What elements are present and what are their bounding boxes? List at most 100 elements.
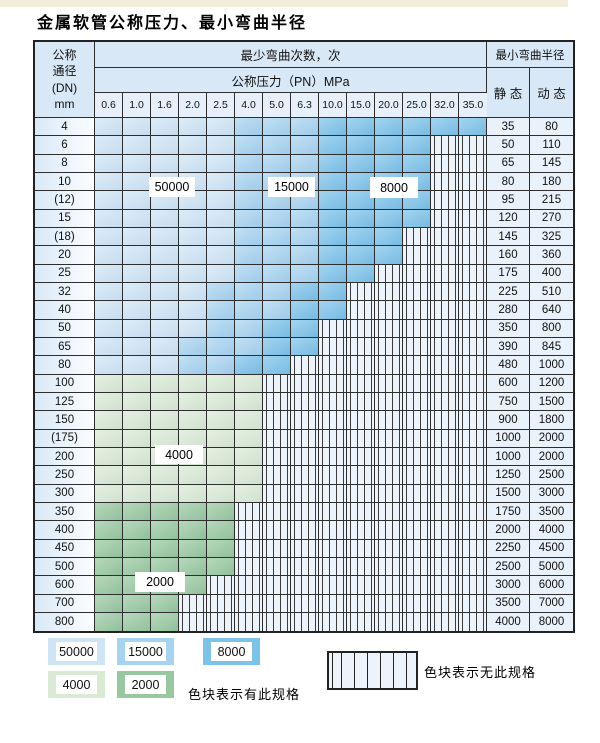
no-spec-cell (431, 557, 459, 577)
static-value: 2500 (487, 557, 530, 577)
no-spec-cell (459, 282, 487, 302)
no-spec-cell (235, 557, 263, 577)
spec-cell-50000 (207, 209, 235, 228)
no-spec-swatch (327, 651, 418, 690)
no-spec-cell (403, 429, 431, 448)
spec-cell-4000 (207, 411, 235, 430)
no-spec-cell (207, 576, 235, 595)
spec-cell-4000 (235, 411, 263, 430)
no-spec-cell (403, 484, 431, 503)
no-spec-cell (459, 337, 487, 357)
no-spec-cell (459, 227, 487, 247)
no-spec-cell (319, 484, 347, 503)
spec-cell-8000 (319, 172, 347, 192)
spec-cell-8000 (319, 282, 347, 302)
spec-cell-2000 (123, 521, 151, 540)
spec-cell-50000 (207, 227, 235, 247)
no-spec-cell (375, 521, 403, 540)
dynamic-value: 110 (530, 136, 573, 155)
no-spec-cell (431, 191, 459, 210)
spec-cell-50000 (151, 246, 179, 265)
no-spec-cell (319, 576, 347, 595)
spec-cell-4000 (95, 447, 123, 467)
no-spec-cell (459, 521, 487, 540)
spec-cell-2000 (95, 539, 123, 558)
no-spec-cell (179, 612, 207, 632)
spec-cell-8000 (375, 209, 403, 228)
dn-cell: (175) (35, 429, 95, 448)
dn-header-line: 公称 (52, 48, 77, 63)
zone-label-50000: 50000 (149, 177, 195, 197)
dynamic-value: 1200 (530, 374, 573, 393)
no-spec-cell (319, 502, 347, 522)
no-spec-cell (375, 301, 403, 320)
no-spec-cell (263, 502, 291, 522)
spec-cell-8000 (347, 191, 375, 210)
no-spec-cell (291, 429, 319, 448)
no-spec-cell (431, 209, 459, 228)
spec-cell-2000 (179, 521, 207, 540)
no-spec-cell (291, 411, 319, 430)
spec-cell-15000 (263, 209, 291, 228)
no-spec-cell (347, 594, 375, 613)
zone-label-2000: 2000 (135, 572, 185, 592)
page-title: 金属软管公称压力、最小弯曲半径 (37, 13, 308, 32)
no-spec-cell (291, 466, 319, 485)
table-row: 15 120 270 (35, 209, 573, 228)
no-spec-cell (459, 502, 487, 522)
spec-cell-50000 (207, 136, 235, 155)
spec-cell-4000 (235, 466, 263, 485)
spec-cell-8000 (291, 301, 319, 320)
spec-cell-2000 (179, 576, 207, 595)
no-spec-cell (431, 502, 459, 522)
has-spec-note: 色块表示有此规格 (188, 687, 301, 702)
no-spec-cell (375, 576, 403, 595)
spec-cell-4000 (235, 429, 263, 448)
dn-cell: 6 (35, 136, 95, 155)
table-row: 32 225 510 (35, 282, 573, 302)
spec-cell-50000 (179, 282, 207, 302)
static-value: 390 (487, 337, 530, 357)
spec-cell-8000 (347, 227, 375, 247)
no-spec-cell (403, 612, 431, 632)
dynamic-value: 400 (530, 264, 573, 283)
spec-cell-15000 (207, 282, 235, 302)
spec-cell-8000 (347, 154, 375, 173)
static-value: 1500 (487, 484, 530, 503)
no-spec-cell (319, 429, 347, 448)
pressure-column-header: 15.0 (347, 93, 375, 118)
spec-cell-2000 (95, 594, 123, 613)
dn-cell: 800 (35, 612, 95, 632)
radius-header-group: 最小弯曲半径 静 态 动 态 (487, 42, 573, 118)
no-spec-cell (319, 337, 347, 357)
spec-cell-15000 (263, 118, 291, 137)
static-value: 750 (487, 392, 530, 412)
spec-cell-50000 (95, 154, 123, 173)
spec-cell-50000 (179, 246, 207, 265)
spec-cell-50000 (123, 246, 151, 265)
static-value: 600 (487, 374, 530, 393)
spec-cell-50000 (179, 264, 207, 283)
table-row: (175) 1000 2000 (35, 429, 573, 448)
spec-cell-50000 (95, 264, 123, 283)
no-spec-cell (459, 209, 487, 228)
table-body: 4 35 80 6 50 110 8 65 145 10 80 180 (12) 95 215 15 120 27… (35, 118, 573, 632)
no-spec-cell (431, 154, 459, 173)
table-row: 4 35 80 (35, 118, 573, 137)
spec-cell-4000 (95, 484, 123, 503)
spec-cell-2000 (123, 502, 151, 522)
static-value: 350 (487, 319, 530, 338)
spec-cell-2000 (123, 612, 151, 632)
no-spec-cell (263, 612, 291, 632)
static-value: 3500 (487, 594, 530, 613)
legend-swatch-2000: 2000 (117, 671, 174, 698)
spec-cell-15000 (235, 301, 263, 320)
bend-times-title: 最少弯曲次数，次 (95, 42, 487, 68)
spec-cell-8000 (319, 301, 347, 320)
dynamic-value: 325 (530, 227, 573, 247)
spec-cell-50000 (123, 264, 151, 283)
spec-cell-8000 (291, 337, 319, 357)
spec-cell-50000 (151, 301, 179, 320)
spec-cell-50000 (151, 209, 179, 228)
